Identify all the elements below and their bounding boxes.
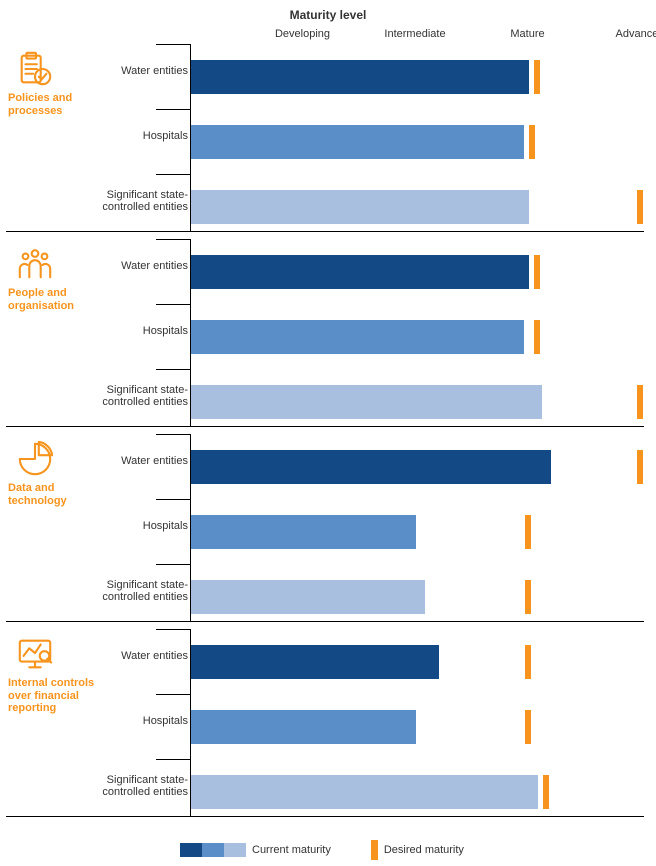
current-maturity-bar (191, 255, 529, 289)
y-tick (156, 759, 190, 760)
desired-maturity-marker (637, 385, 643, 419)
current-maturity-bar (191, 580, 425, 614)
current-maturity-bar (191, 190, 529, 224)
legend-desired-swatch (371, 840, 378, 860)
monitor-chart-icon (16, 635, 54, 673)
legend-swatch (180, 843, 202, 857)
y-tick (156, 304, 190, 305)
entity-label: Significant state-controlled entities (100, 189, 188, 214)
legend-swatch (224, 843, 246, 857)
entity-label: Hospitals (100, 130, 188, 143)
legend-desired: Desired maturity (371, 840, 464, 860)
section-label: Internal controls over financial reporti… (8, 677, 98, 715)
pie-chart-icon (16, 440, 54, 478)
desired-maturity-marker (525, 580, 531, 614)
desired-maturity-marker (543, 775, 549, 809)
current-maturity-bar (191, 60, 529, 94)
legend-current-label: Current maturity (252, 844, 331, 856)
desired-maturity-marker (534, 60, 540, 94)
desired-maturity-marker (637, 450, 643, 484)
desired-maturity-marker (534, 320, 540, 354)
entity-label: Significant state-controlled entities (100, 384, 188, 409)
y-tick (156, 694, 190, 695)
x-axis-label: Advanced (616, 28, 656, 40)
section-rule (6, 426, 644, 427)
legend-current-swatches (180, 843, 246, 857)
x-axis-label: Developing (275, 28, 330, 40)
current-maturity-bar (191, 775, 538, 809)
current-maturity-bar (191, 645, 439, 679)
entity-label: Significant state-controlled entities (100, 774, 188, 799)
legend-desired-label: Desired maturity (384, 844, 464, 856)
desired-maturity-marker (534, 255, 540, 289)
entity-label: Water entities (100, 65, 188, 78)
section-label: People and organisation (8, 287, 98, 312)
people-icon (16, 245, 54, 283)
y-tick (156, 434, 190, 435)
y-tick (156, 369, 190, 370)
entity-label: Significant state-controlled entities (100, 579, 188, 604)
desired-maturity-marker (637, 190, 643, 224)
current-maturity-bar (191, 385, 542, 419)
entity-label: Hospitals (100, 520, 188, 533)
clipboard-check-icon (16, 50, 54, 88)
desired-maturity-marker (529, 125, 535, 159)
pie-chart-icon (16, 440, 54, 478)
section-rule (6, 231, 644, 232)
x-axis-label: Intermediate (384, 28, 445, 40)
maturity-chart: Maturity level Developing Intermediate Mat… (0, 0, 656, 866)
entity-label: Water entities (100, 260, 188, 273)
chart-title: Maturity level (0, 8, 656, 22)
entity-label: Hospitals (100, 715, 188, 728)
y-tick (156, 239, 190, 240)
desired-maturity-marker (525, 515, 531, 549)
current-maturity-bar (191, 710, 416, 744)
entity-label: Hospitals (100, 325, 188, 338)
clipboard-check-icon (16, 50, 54, 88)
y-tick (156, 629, 190, 630)
desired-maturity-marker (525, 710, 531, 744)
y-tick (156, 564, 190, 565)
current-maturity-bar (191, 515, 416, 549)
x-axis-label: Mature (510, 28, 544, 40)
section-label: Data and technology (8, 482, 98, 507)
monitor-chart-icon (16, 635, 54, 673)
current-maturity-bar (191, 320, 524, 354)
people-icon (16, 245, 54, 283)
current-maturity-bar (191, 450, 551, 484)
section-rule (6, 621, 644, 622)
entity-label: Water entities (100, 455, 188, 468)
y-tick (156, 44, 190, 45)
legend-swatch (202, 843, 224, 857)
section-label: Policies and processes (8, 92, 98, 117)
desired-maturity-marker (525, 645, 531, 679)
y-tick (156, 109, 190, 110)
legend-current: Current maturity (180, 843, 331, 857)
section-rule (6, 816, 644, 817)
legend: Current maturity Desired maturity (180, 840, 636, 860)
y-tick (156, 174, 190, 175)
current-maturity-bar (191, 125, 524, 159)
entity-label: Water entities (100, 650, 188, 663)
y-tick (156, 499, 190, 500)
